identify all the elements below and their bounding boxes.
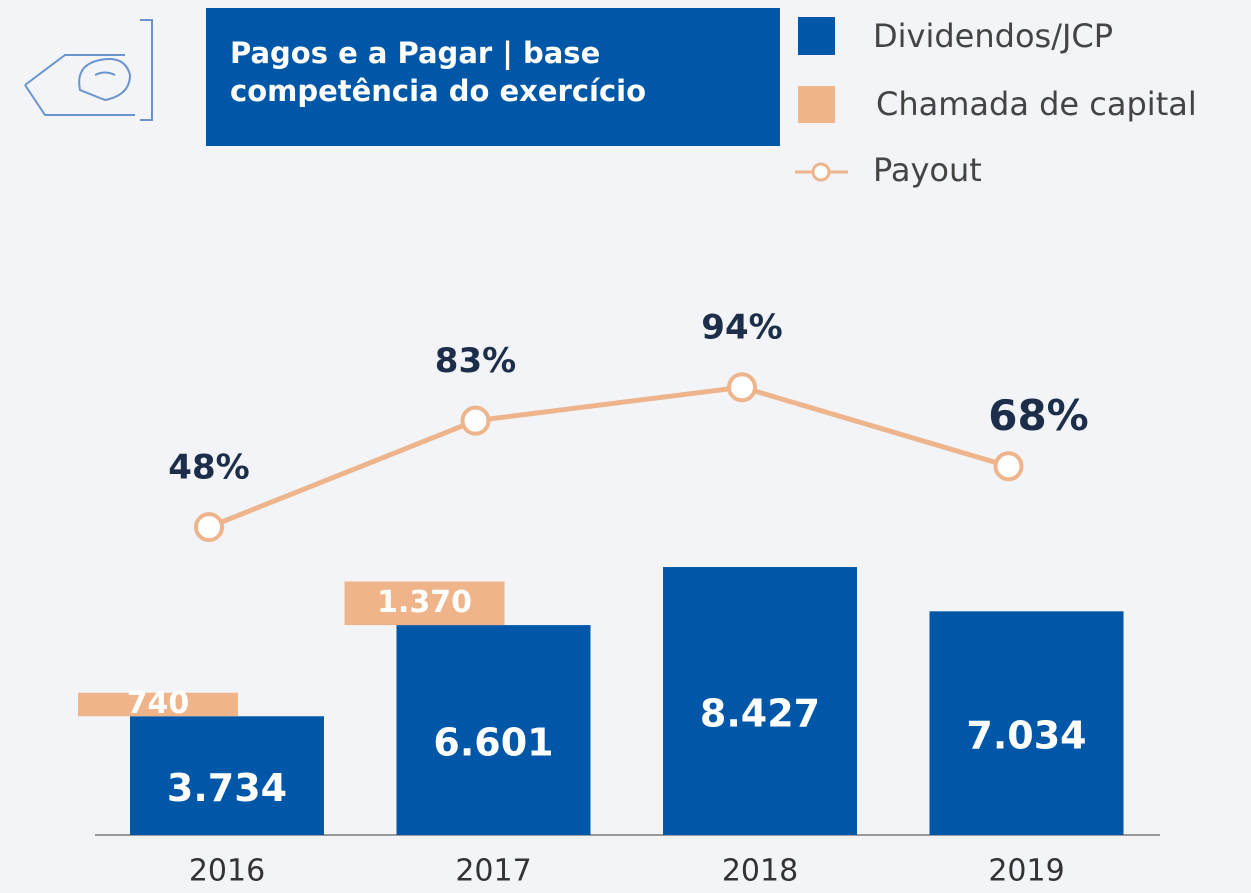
legend-swatch — [798, 86, 835, 123]
bar-value-label: 8.427 — [700, 692, 820, 736]
bar — [396, 625, 591, 835]
bar-value-label: 7.034 — [966, 714, 1086, 758]
bar-value-label: 740 — [127, 686, 190, 721]
legend-label: Dividendos/JCP — [873, 17, 1113, 55]
x-tick-label: 2016 — [189, 854, 265, 889]
point — [993, 451, 1024, 482]
line — [208, 384, 1010, 530]
bar-value-label: 6.601 — [433, 721, 553, 765]
hand-icon — [24, 19, 153, 121]
bar — [663, 567, 857, 835]
x-tick-label: 2019 — [988, 854, 1064, 889]
bar-value-label: 1.370 — [377, 585, 472, 620]
point-value-label: 83% — [435, 341, 516, 381]
chart-title: Pagos e a Pagar | base competência do ex… — [206, 8, 780, 146]
legend-swatch — [811, 162, 831, 182]
legend-label: Payout — [873, 151, 982, 189]
bar — [929, 611, 1124, 835]
x-tick-label: 2018 — [722, 854, 798, 889]
point-value-label: 94% — [701, 308, 782, 348]
x-tick-label: 2017 — [455, 854, 531, 889]
legend-label: Chamada de capital — [876, 85, 1197, 123]
point-value-label: 48% — [168, 448, 249, 488]
bar — [78, 692, 238, 717]
bar — [344, 581, 505, 626]
point — [460, 405, 491, 436]
legend-swatch — [798, 17, 835, 55]
point — [194, 512, 224, 543]
bar-value-label: 3.734 — [167, 766, 287, 810]
point — [727, 372, 757, 403]
bar — [130, 716, 324, 835]
point-value-label: 68% — [988, 391, 1089, 440]
